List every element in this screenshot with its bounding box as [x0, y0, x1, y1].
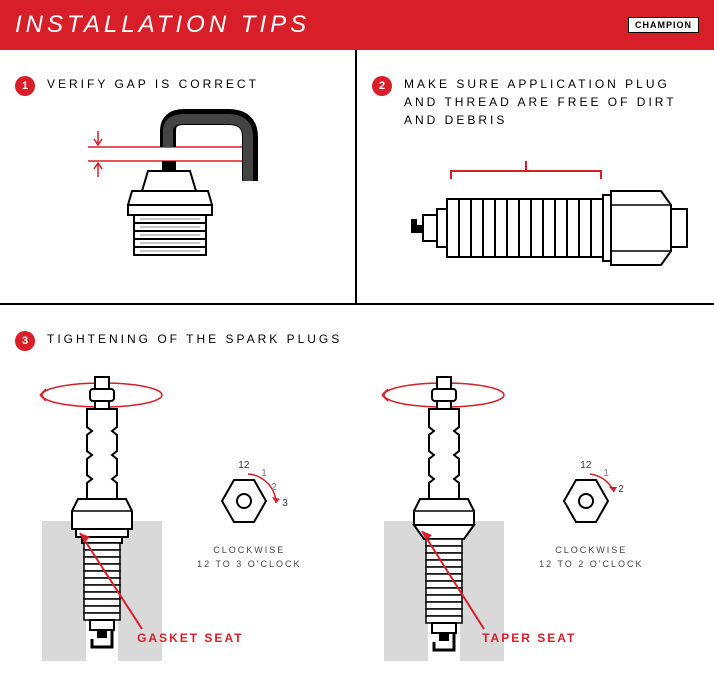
- step2-number-badge: 2: [372, 76, 392, 96]
- step3-number-badge: 3: [15, 331, 35, 351]
- step2-panel: 2 Make sure application plug and thread …: [357, 50, 714, 303]
- top-row: 1 Verify gap is correct: [0, 50, 714, 305]
- step1-panel: 1 Verify gap is correct: [0, 50, 357, 303]
- taper-caption-1: CLOCKWISE: [555, 545, 627, 555]
- step3-row: GASKET SEAT 12 1 2 3: [15, 371, 699, 666]
- gasket-hex-svg: [204, 466, 294, 536]
- gasket-seat-label: GASKET SEAT: [137, 631, 243, 645]
- thread-diagram-svg: [381, 149, 691, 289]
- gasket-caption-1: CLOCKWISE: [213, 545, 285, 555]
- taper-seat-group: TAPER SEAT 12 1 2 CLOCKWISE: [374, 371, 682, 666]
- step2-header: 2 Make sure application plug and thread …: [372, 75, 699, 129]
- taper-clock-12: 12: [580, 460, 591, 471]
- taper-plug-wrap: TAPER SEAT: [374, 371, 514, 666]
- gap-diagram-svg: [48, 101, 308, 271]
- step2-title: Make sure application plug and thread ar…: [404, 75, 699, 129]
- taper-clock: 12 1 2 CLOCKWISE 12 TO 2 O'CLOCK: [539, 466, 643, 571]
- taper-clock-caption: CLOCKWISE 12 TO 2 O'CLOCK: [539, 544, 643, 571]
- gasket-clock-2: 2: [271, 482, 277, 493]
- step2-diagram: [372, 129, 699, 309]
- step1-diagram: [15, 96, 340, 276]
- gasket-seat-group: GASKET SEAT 12 1 2 3: [32, 371, 340, 666]
- step3-panel: 3 Tightening of the spark plugs: [0, 305, 714, 676]
- header-bar: Installation Tips CHAMPION: [0, 0, 714, 50]
- step1-number-badge: 1: [15, 76, 35, 96]
- gasket-plug-wrap: GASKET SEAT: [32, 371, 172, 666]
- gasket-clock-3: 3: [282, 498, 288, 509]
- taper-hex-svg: [546, 466, 636, 536]
- taper-clock-1: 1: [603, 468, 609, 479]
- gasket-clock-dial: 12 1 2 3: [204, 466, 294, 536]
- gasket-plug-svg: [32, 371, 172, 661]
- gasket-clock-caption: CLOCKWISE 12 TO 3 O'CLOCK: [197, 544, 301, 571]
- gasket-clock-1: 1: [261, 468, 267, 479]
- gasket-clock-12: 12: [238, 460, 249, 471]
- header-title: Installation Tips: [15, 11, 310, 39]
- brand-logo: CHAMPION: [628, 17, 699, 33]
- gasket-caption-2: 12 TO 3 O'CLOCK: [197, 559, 301, 569]
- taper-caption-2: 12 TO 2 O'CLOCK: [539, 559, 643, 569]
- taper-plug-svg: [374, 371, 514, 661]
- step1-title: Verify gap is correct: [47, 75, 259, 93]
- gasket-clock: 12 1 2 3 CLOCKWISE 12 TO 3 O'CLOCK: [197, 466, 301, 571]
- step3-header: 3 Tightening of the spark plugs: [15, 330, 699, 351]
- step1-header: 1 Verify gap is correct: [15, 75, 340, 96]
- taper-clock-2: 2: [618, 484, 624, 495]
- step3-title: Tightening of the spark plugs: [47, 330, 342, 348]
- taper-seat-label: TAPER SEAT: [482, 631, 576, 645]
- taper-clock-dial: 12 1 2: [546, 466, 636, 536]
